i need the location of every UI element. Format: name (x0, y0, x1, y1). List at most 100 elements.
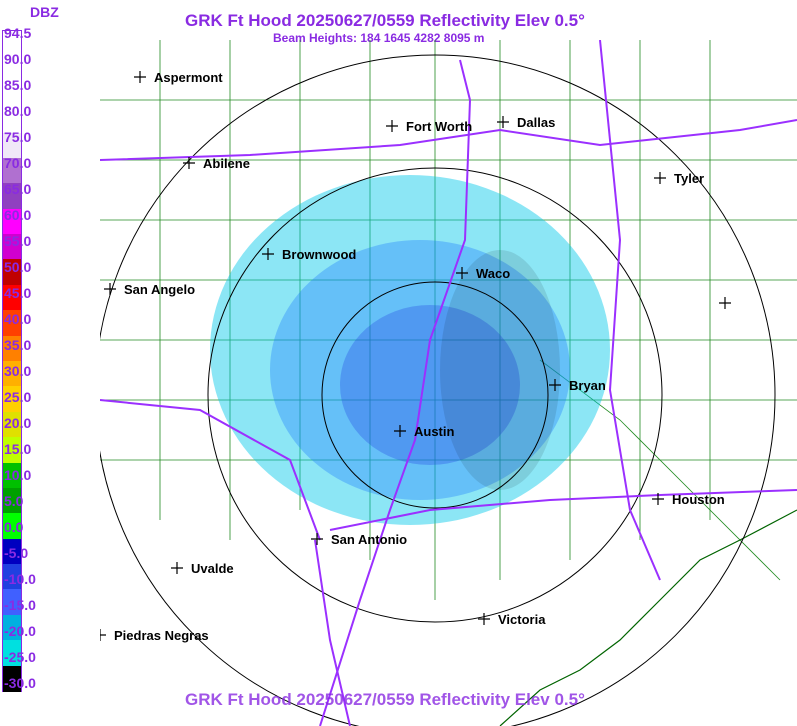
legend-swatch (3, 487, 21, 515)
legend-label: 45.0 (4, 285, 32, 301)
legend-swatch (3, 208, 21, 236)
legend-swatch (3, 411, 21, 439)
city-marker: Houston (652, 492, 725, 507)
legend-label: 80.0 (4, 103, 32, 119)
legend-label: 10.0 (4, 467, 32, 483)
city-cross-icon (478, 613, 490, 625)
city-label: Tyler (674, 171, 704, 186)
city-marker: Fort Worth (386, 119, 472, 134)
city-cross-icon (652, 493, 664, 505)
city-cross-icon (104, 283, 116, 295)
range-rings (100, 54, 776, 726)
legend-swatch (3, 538, 21, 566)
city-marker: Waco (456, 266, 510, 281)
city-marker: San Angelo (104, 282, 195, 297)
city-cross-icon (719, 297, 731, 309)
legend-swatch (3, 386, 21, 413)
legend-swatch (3, 132, 21, 159)
legend-swatch (3, 640, 21, 667)
city-cross-icon (171, 562, 183, 574)
legend-swatch (3, 157, 21, 185)
legend-unit: DBZ (30, 4, 59, 20)
legend-label: 30.0 (4, 363, 32, 379)
legend-swatch (3, 462, 21, 489)
dbz-color-scale (2, 30, 22, 692)
legend-swatch (3, 310, 21, 337)
city-marker: Bryan (549, 378, 606, 393)
city-label: Brownwood (282, 247, 356, 262)
legend-swatch (3, 665, 21, 692)
city-cross-icon (311, 533, 323, 545)
city-marker: Aspermont (134, 70, 223, 85)
city-marker (719, 297, 731, 309)
city-label: Dallas (517, 115, 555, 130)
city-marker: Brownwood (262, 247, 356, 262)
legend-swatch (3, 31, 21, 58)
legend-swatch (3, 56, 21, 83)
beam-heights-subtitle: Beam Heights: 184 1645 4282 8095 m (273, 31, 485, 45)
legend-label: 20.0 (4, 415, 32, 431)
county-borders (100, 40, 797, 600)
legend-label: -15.0 (4, 597, 36, 613)
legend-swatch (3, 564, 21, 591)
city-marker: Dallas (497, 115, 555, 130)
city-cross-icon (386, 120, 398, 132)
legend-swatch (3, 335, 21, 362)
city-marker: Tyler (654, 171, 704, 186)
legend-label: 65.0 (4, 181, 32, 197)
legend-swatch (3, 589, 21, 616)
city-label: Fort Worth (406, 119, 472, 134)
city-marker: Uvalde (171, 561, 234, 576)
city-marker: Austin (394, 424, 455, 439)
radar-map[interactable]: Aspermont Fort Worth Dallas Abilene Tyler Bro… (100, 40, 797, 726)
city-label: Abilene (203, 156, 250, 171)
city-cross-icon (549, 379, 561, 391)
legend-swatch (3, 284, 21, 312)
legend-label: -20.0 (4, 623, 36, 639)
city-marker: Abilene (183, 156, 250, 171)
city-label: Piedras Negras (114, 628, 209, 643)
city-label: Victoria (498, 612, 546, 627)
city-cross-icon (262, 248, 274, 260)
city-label: San Antonio (331, 532, 407, 547)
legend-swatch (3, 81, 21, 109)
legend-swatch (3, 513, 21, 540)
legend-label: 25.0 (4, 389, 32, 405)
legend-label: 5.0 (4, 493, 24, 509)
legend-label: 75.0 (4, 129, 32, 145)
legend-swatch (3, 183, 21, 210)
legend-label: -25.0 (4, 649, 36, 665)
legend-label: 60.0 (4, 207, 32, 223)
city-label: Houston (672, 492, 725, 507)
city-label: Aspermont (154, 70, 223, 85)
legend-swatch (3, 234, 21, 261)
coastline (499, 509, 797, 726)
legend-label: 85.0 (4, 77, 32, 93)
legend-swatch (3, 107, 21, 134)
city-cross-icon (497, 116, 509, 128)
cities: Aspermont Fort Worth Dallas Abilene Tyler Bro… (100, 70, 731, 643)
city-label: Austin (414, 424, 455, 439)
legend-label: 50.0 (4, 259, 32, 275)
page-title: GRK Ft Hood 20250627/0559 Reflectivity E… (185, 11, 585, 30)
highways (100, 40, 797, 726)
city-label: Waco (476, 266, 510, 281)
radar-echoes (210, 175, 610, 525)
city-cross-icon (100, 629, 106, 641)
legend-label: 90.0 (4, 51, 32, 67)
legend-swatch (3, 614, 21, 642)
city-label: Uvalde (191, 561, 234, 576)
legend-label: 70.0 (4, 155, 32, 171)
city-marker: Victoria (478, 612, 546, 627)
city-label: San Angelo (124, 282, 195, 297)
city-cross-icon (394, 425, 406, 437)
legend-label: 40.0 (4, 311, 32, 327)
legend-label: -10.0 (4, 571, 36, 587)
city-cross-icon (654, 172, 666, 184)
legend-label: 94.5 (4, 25, 32, 41)
legend-swatch (3, 361, 21, 388)
legend-label: 55.0 (4, 233, 32, 249)
city-cross-icon (456, 267, 468, 279)
legend-label: -5.0 (4, 545, 29, 561)
city-cross-icon (134, 71, 146, 83)
